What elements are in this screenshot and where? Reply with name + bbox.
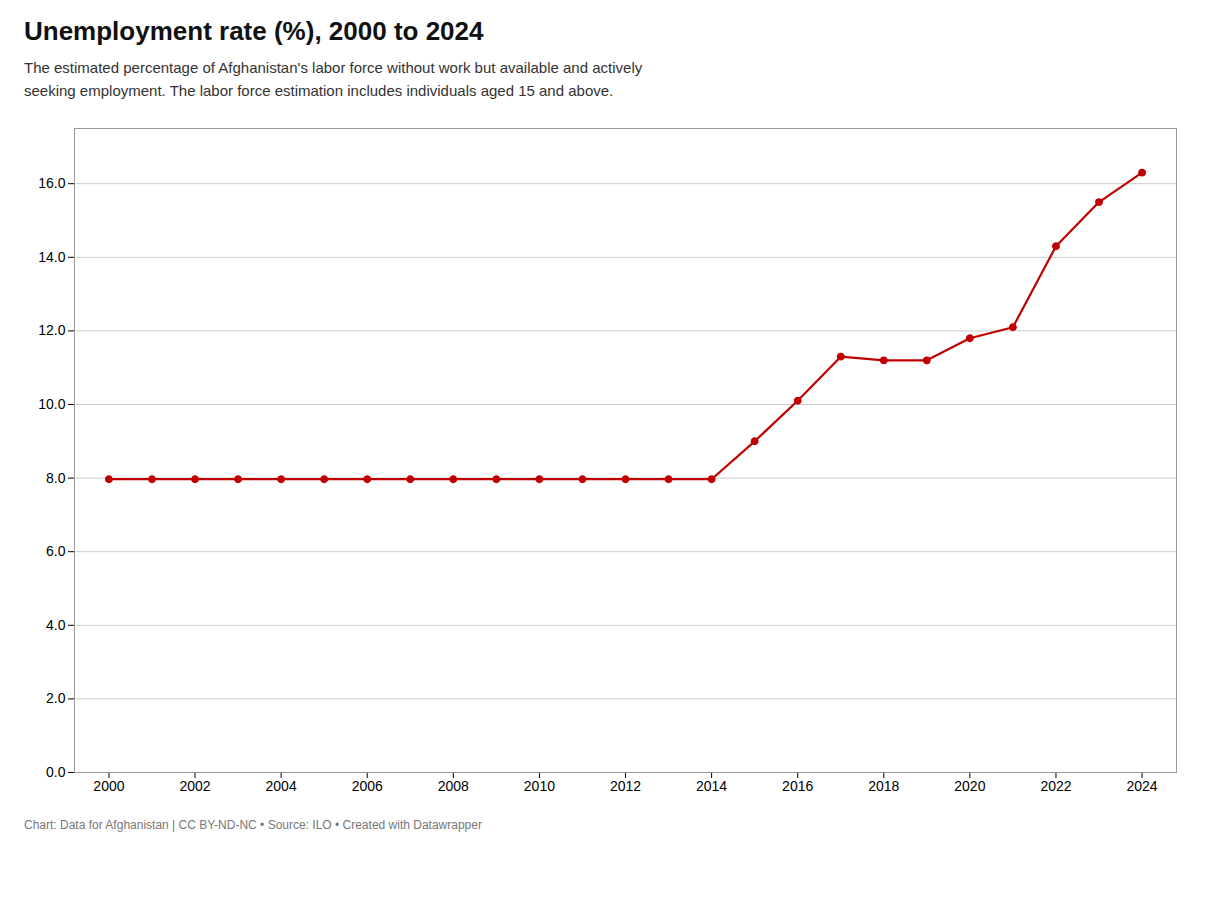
svg-text:2018: 2018 (868, 778, 899, 794)
svg-text:12.0: 12.0 (38, 322, 65, 338)
svg-text:2012: 2012 (610, 778, 641, 794)
svg-text:2020: 2020 (954, 778, 985, 794)
svg-text:2004: 2004 (266, 778, 297, 794)
svg-text:2024: 2024 (1126, 778, 1157, 794)
svg-text:2006: 2006 (352, 778, 383, 794)
svg-text:2.0: 2.0 (46, 690, 66, 706)
svg-text:2010: 2010 (524, 778, 555, 794)
svg-text:2000: 2000 (93, 778, 124, 794)
svg-text:2022: 2022 (1040, 778, 1071, 794)
svg-text:2014: 2014 (696, 778, 727, 794)
html-text:The estimated percentage of Af: The estimated percentage of Afghanistan'… (24, 59, 643, 99)
svg-text:2016: 2016 (782, 778, 813, 794)
svg-text:14.0: 14.0 (38, 249, 65, 265)
svg-text:16.0: 16.0 (38, 175, 65, 191)
svg-text:10.0: 10.0 (38, 396, 65, 412)
svg-text:6.0: 6.0 (46, 543, 66, 559)
svg-text:2008: 2008 (438, 778, 469, 794)
html-text:Unemployment rate (%), 2000 to: Unemployment rate (%), 2000 to 2024 (24, 16, 484, 46)
svg-text:8.0: 8.0 (46, 470, 66, 486)
svg-text:0.0: 0.0 (46, 764, 66, 780)
html-text:Chart: Data for Afghanistan |: Chart: Data for Afghanistan | CC BY-ND-N… (24, 818, 482, 832)
svg-text:4.0: 4.0 (46, 617, 66, 633)
svg-text:2002: 2002 (179, 778, 210, 794)
